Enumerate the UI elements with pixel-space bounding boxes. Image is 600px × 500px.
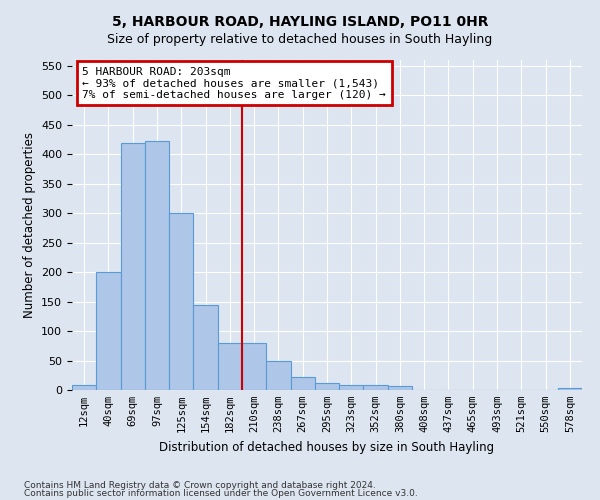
Bar [121, 142, 145, 390]
Text: Contains HM Land Registry data © Crown copyright and database right 2024.: Contains HM Land Registry data © Crown c… [24, 480, 376, 490]
Text: 5 HARBOUR ROAD: 203sqm
← 93% of detached houses are smaller (1,543)
7% of semi-d: 5 HARBOUR ROAD: 203sqm ← 93% of detached… [82, 66, 386, 100]
Bar [364, 386, 388, 390]
Bar [339, 384, 364, 390]
Text: 5, HARBOUR ROAD, HAYLING ISLAND, PO11 0HR: 5, HARBOUR ROAD, HAYLING ISLAND, PO11 0H… [112, 15, 488, 29]
Text: Contains public sector information licensed under the Open Government Licence v3: Contains public sector information licen… [24, 489, 418, 498]
Bar [242, 343, 266, 390]
Bar [290, 377, 315, 390]
Bar [558, 388, 582, 390]
Bar [193, 304, 218, 390]
Bar [218, 343, 242, 390]
Bar [266, 360, 290, 390]
Bar [145, 142, 169, 390]
Text: Size of property relative to detached houses in South Hayling: Size of property relative to detached ho… [107, 32, 493, 46]
Bar [96, 272, 121, 390]
Bar [315, 383, 339, 390]
X-axis label: Distribution of detached houses by size in South Hayling: Distribution of detached houses by size … [160, 440, 494, 454]
Bar [169, 213, 193, 390]
Bar [72, 386, 96, 390]
Bar [388, 386, 412, 390]
Y-axis label: Number of detached properties: Number of detached properties [23, 132, 35, 318]
